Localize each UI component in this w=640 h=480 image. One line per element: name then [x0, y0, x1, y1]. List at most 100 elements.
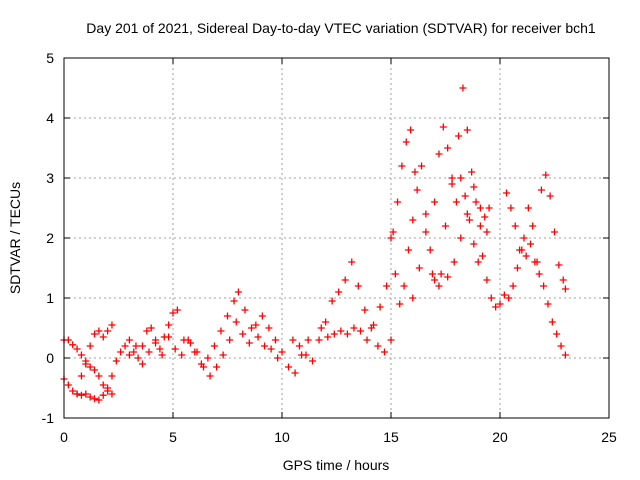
data-point	[261, 342, 269, 350]
data-point	[374, 342, 382, 350]
data-point	[258, 312, 266, 320]
series-sat-track-i	[409, 84, 493, 302]
x-axis-label: GPS time / hours	[283, 457, 390, 473]
data-point	[472, 198, 480, 206]
data-point	[415, 264, 423, 272]
data-point	[356, 327, 364, 335]
data-point	[361, 306, 369, 314]
data-point	[230, 297, 238, 305]
data-point	[219, 351, 227, 359]
data-point	[99, 381, 107, 389]
chart-title: Day 201 of 2021, Sidereal Day-to-day VTE…	[86, 20, 596, 36]
axis-ticks: 0 5 10 15 20 25 -1 0 1 2 3 4 5	[42, 50, 617, 445]
data-point	[343, 330, 351, 338]
data-point	[112, 357, 120, 365]
data-point	[544, 300, 552, 308]
data-point	[507, 204, 515, 212]
data-point	[77, 391, 85, 399]
data-point	[553, 330, 561, 338]
data-point	[254, 333, 262, 341]
data-point	[239, 330, 247, 338]
y-tick-label: 5	[46, 50, 54, 66]
data-point	[278, 348, 286, 356]
data-point	[513, 264, 521, 272]
data-point	[437, 270, 445, 278]
data-point	[226, 336, 234, 344]
data-point	[200, 363, 208, 371]
data-point	[86, 342, 94, 350]
x-tick-label: 15	[383, 429, 399, 445]
data-point	[370, 321, 378, 329]
data-point	[180, 336, 188, 344]
data-point	[335, 288, 343, 296]
data-point	[193, 348, 201, 356]
data-point	[426, 246, 434, 254]
data-point	[69, 387, 77, 395]
data-point	[459, 84, 467, 92]
data-point	[546, 192, 554, 200]
data-point	[527, 240, 535, 248]
data-point	[509, 282, 517, 290]
data-point	[132, 342, 140, 350]
data-point	[267, 345, 275, 353]
x-tick-label: 0	[60, 429, 68, 445]
y-axis-label: SDTVAR / TECUs	[7, 182, 23, 294]
data-point	[234, 288, 242, 296]
data-point	[455, 132, 463, 140]
data-point	[468, 168, 476, 176]
data-point	[396, 300, 404, 308]
data-point	[291, 369, 299, 377]
data-point	[64, 336, 72, 344]
data-point	[73, 345, 81, 353]
data-point	[341, 276, 349, 284]
data-point	[73, 390, 81, 398]
data-point	[138, 360, 146, 368]
data-point	[265, 324, 273, 332]
data-point	[210, 342, 218, 350]
data-point	[91, 395, 99, 403]
data-point	[407, 126, 415, 134]
data-point	[271, 336, 279, 344]
data-point	[476, 204, 484, 212]
series-sat-track-g	[317, 126, 419, 344]
data-point	[503, 189, 511, 197]
data-point	[533, 258, 541, 266]
data-point	[463, 126, 471, 134]
data-point	[104, 387, 112, 395]
data-point	[422, 228, 430, 236]
data-point	[400, 282, 408, 290]
data-point	[431, 276, 439, 284]
data-point	[224, 312, 231, 320]
data-point	[138, 342, 146, 350]
series-sat-track-d	[125, 288, 282, 368]
data-point	[152, 339, 160, 347]
data-point	[404, 246, 412, 254]
data-point	[387, 234, 395, 242]
data-point	[383, 282, 391, 290]
data-points	[60, 84, 569, 404]
data-point	[91, 366, 99, 374]
data-point	[418, 162, 426, 170]
data-point	[450, 258, 458, 266]
data-point	[186, 339, 194, 347]
data-point	[217, 327, 225, 335]
data-point	[108, 390, 116, 398]
data-point	[165, 333, 173, 341]
data-point	[169, 309, 177, 317]
data-point	[354, 282, 362, 290]
data-point	[551, 228, 558, 236]
data-point	[444, 273, 452, 281]
data-point	[391, 270, 399, 278]
data-point	[444, 144, 452, 152]
data-point	[86, 363, 94, 371]
data-point	[82, 390, 90, 398]
data-point	[435, 282, 443, 290]
data-point	[69, 341, 77, 349]
data-point	[108, 372, 116, 380]
data-point	[171, 345, 179, 353]
data-point	[398, 162, 406, 170]
x-tick-label: 5	[169, 429, 177, 445]
data-point	[173, 306, 181, 314]
data-point	[442, 222, 449, 230]
x-tick-label: 10	[274, 429, 290, 445]
